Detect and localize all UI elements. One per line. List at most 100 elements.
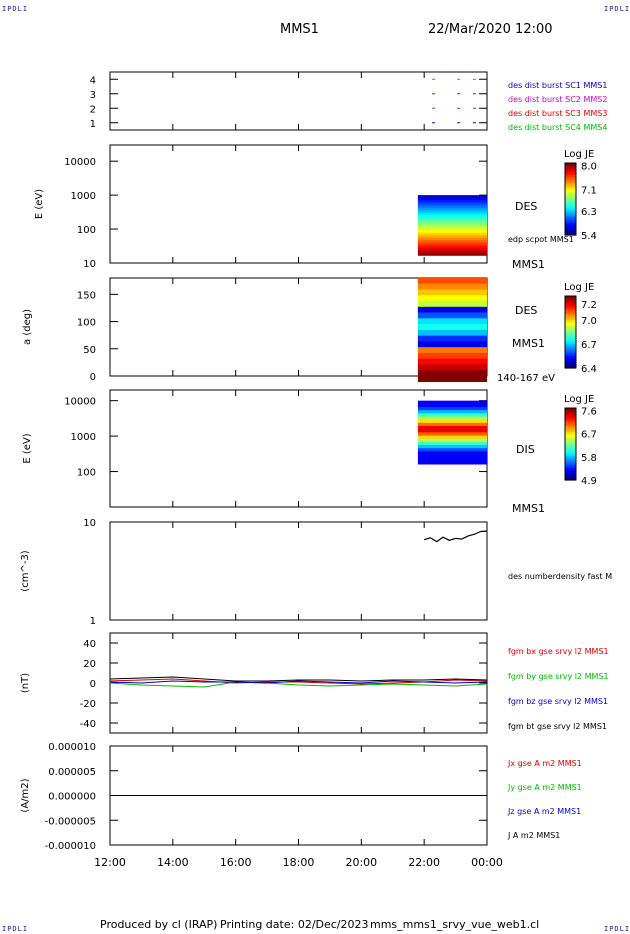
des-pitch-band xyxy=(417,306,487,313)
p7-y-tick-label: -0.000010 xyxy=(45,841,96,852)
p4-colorbar-cell xyxy=(565,453,576,457)
p6-ylabel: (nT) xyxy=(20,673,31,693)
p3-colorbar-cell xyxy=(565,315,576,319)
p6-legend-1: fgm bx gse srvy l2 MMS1 xyxy=(508,647,609,656)
p3-colorbar-cell xyxy=(565,300,576,304)
des-energy-band xyxy=(417,237,487,241)
p2-colorbar-cell xyxy=(565,213,576,217)
p4-colorbar-tick: 6.7 xyxy=(581,430,597,441)
p4-colorbar-cell xyxy=(565,427,576,431)
dis-energy-band xyxy=(417,429,487,433)
dis-energy-band xyxy=(417,419,487,424)
des-pitch-band xyxy=(417,301,487,308)
p4-spacecraft-label: MMS1 xyxy=(512,502,545,515)
fgm-line-3 xyxy=(109,680,488,684)
p6-y-tick-label: 20 xyxy=(83,659,96,670)
p2-colorbar-frame xyxy=(564,162,577,236)
des-energy-band xyxy=(417,205,487,209)
p4-colorbar-cell xyxy=(565,410,576,414)
p2-colorbar-cell xyxy=(565,211,576,214)
p4-colorbar-cell xyxy=(565,422,576,426)
des-energy-band xyxy=(417,212,487,216)
p7-ylabel: (A/m2) xyxy=(20,778,31,812)
p7-legend-3: Jz gse A m2 MMS1 xyxy=(507,807,581,816)
page-datetime: 22/Mar/2020 12:00 xyxy=(428,22,553,37)
p7-y-tick-label: 0.000000 xyxy=(48,792,96,803)
p6-legend-3: fgm bz gse srvy l2 MMS1 xyxy=(508,697,608,706)
dis-energy-band xyxy=(417,438,487,443)
des-pitch-band xyxy=(417,289,487,296)
des-energy-band xyxy=(417,230,487,234)
p2-colorbar-cell xyxy=(565,230,576,234)
page-title: MMS1 xyxy=(280,22,319,37)
p3-colorbar-tick: 6.7 xyxy=(581,340,597,351)
p2-colorbar-cell xyxy=(565,227,576,231)
p3-y-tick-label: 150 xyxy=(77,290,96,301)
p3-colorbar-cell xyxy=(565,336,576,340)
dis-energy-band xyxy=(417,445,487,449)
des-pitch-band xyxy=(417,341,487,348)
p7-y-tick-label: 0.000005 xyxy=(48,767,96,778)
p4-colorbar-cell xyxy=(565,436,576,440)
p4-colorbar-cell xyxy=(565,451,576,455)
des-energy-band xyxy=(417,250,487,254)
des-energy-band xyxy=(417,200,487,204)
fgm-line-2 xyxy=(109,681,488,688)
p2-y-tick-label: 10 xyxy=(83,259,96,270)
p1-legend-3: des dist burst SC3 MMS3 xyxy=(508,109,607,118)
des-pitch-band xyxy=(417,329,487,336)
p4-colorbar-cell xyxy=(565,412,576,416)
p4-colorbar-cell xyxy=(565,448,576,452)
p4-species-label: DIS xyxy=(516,443,535,456)
p2-colorbar-cell xyxy=(565,223,576,226)
dis-energy-band xyxy=(417,416,487,421)
p4-colorbar-cell xyxy=(565,432,576,435)
p1-legend-4: des dist burst SC4 MMS4 xyxy=(508,123,607,132)
p7-legend-2: Jy gse A m2 MMS1 xyxy=(507,783,582,792)
p3-colorbar-cell xyxy=(565,324,576,328)
des-pitch-band xyxy=(417,347,487,354)
p3-colorbar-cell xyxy=(565,317,576,321)
dis-energy-band xyxy=(417,435,487,440)
p2-species-label: DES xyxy=(515,200,537,213)
p2-colorbar-cell xyxy=(565,165,576,169)
p4-colorbar-cell xyxy=(565,477,576,481)
des-pitch-band xyxy=(417,376,487,383)
p4-colorbar-cell xyxy=(565,458,576,462)
p3-energy-range-label: 140-167 eV xyxy=(497,373,555,384)
p4-colorbar-tick: 5.8 xyxy=(581,453,597,464)
p4-colorbar-cell xyxy=(565,420,576,423)
p4-colorbar-cell xyxy=(565,463,576,467)
p6-legend-4: fgm bt gse srvy l2 MMS1 xyxy=(508,722,607,731)
p2-colorbar-cell xyxy=(565,179,576,183)
p6-y-tick-label: 0 xyxy=(90,679,96,690)
p3-spacecraft-label: MMS1 xyxy=(512,337,545,350)
p2-colorbar-cell xyxy=(565,189,576,193)
panel-frame-5 xyxy=(109,521,488,621)
corner-tag-bottom-right: IPDLI xyxy=(604,925,630,933)
p4-colorbar-cell xyxy=(565,439,576,443)
p2-colorbar-cell xyxy=(565,225,576,229)
p3-colorbar-cell xyxy=(565,327,576,331)
p3-colorbar-cell xyxy=(565,322,576,326)
p4-colorbar-cell xyxy=(565,446,576,450)
p2-colorbar-cell xyxy=(565,191,576,195)
p4-colorbar-cell xyxy=(565,444,576,447)
p2-ylabel: E (eV) xyxy=(34,189,45,219)
p4-colorbar-cell xyxy=(565,460,576,464)
des-pitch-band xyxy=(417,295,487,302)
p7-legend-4: J A m2 MMS1 xyxy=(507,831,560,840)
p4-colorbar-cell xyxy=(565,472,576,476)
p3-colorbar-cell xyxy=(565,334,576,338)
p2-colorbar-tick: 6.3 xyxy=(581,207,597,218)
p3-colorbar-cell xyxy=(565,351,576,355)
p4-colorbar-cell xyxy=(565,417,576,421)
corner-tag-top-right: IPDLI xyxy=(604,5,630,13)
des-energy-band xyxy=(417,247,487,251)
dis-energy-band xyxy=(417,403,487,408)
dis-energy-band xyxy=(417,407,487,411)
p3-colorbar-cell xyxy=(565,360,576,364)
p7-legend-1: Jx gse A m2 MMS1 xyxy=(507,759,582,768)
des-pitch-band xyxy=(417,312,487,319)
dis-energy-band xyxy=(417,454,487,459)
